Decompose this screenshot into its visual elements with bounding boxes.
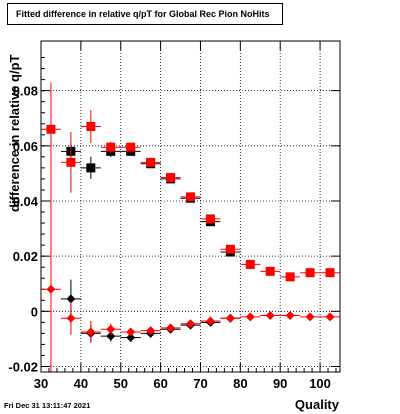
diamond-marker	[285, 310, 295, 320]
chart-title-box: Fitted difference in relative q/pT for G…	[7, 3, 283, 25]
data-point	[240, 312, 261, 322]
data-point	[80, 109, 101, 144]
data-point	[120, 333, 141, 343]
data-point	[80, 320, 101, 344]
diamond-marker	[126, 333, 136, 343]
data-point	[200, 316, 221, 326]
data-point	[100, 141, 121, 153]
data-point	[260, 310, 281, 320]
square-marker	[225, 244, 235, 254]
data-points	[41, 82, 340, 372]
y-tick-label: -0.02	[8, 359, 38, 374]
data-point	[240, 259, 261, 269]
chart-title: Fitted difference in relative q/pT for G…	[16, 9, 270, 19]
x-tick-label: 100	[309, 376, 331, 391]
data-point	[280, 272, 301, 282]
y-tick-label: 0.04	[13, 194, 39, 209]
x-tick-label: 40	[74, 376, 88, 391]
data-point	[120, 142, 141, 152]
diamond-marker	[86, 327, 96, 337]
plot-frame	[40, 40, 341, 373]
y-tick-label: 0.06	[13, 139, 38, 154]
diamond-marker	[46, 284, 56, 294]
square-marker	[325, 268, 335, 278]
data-point	[260, 266, 281, 276]
square-marker	[66, 157, 76, 167]
data-point	[320, 268, 340, 278]
diamond-marker	[325, 312, 335, 322]
data-point	[120, 327, 141, 337]
x-tick-label: 90	[273, 376, 287, 391]
square-marker	[305, 268, 315, 278]
x-tick-label: 60	[153, 376, 167, 391]
data-point	[300, 312, 321, 322]
grid	[41, 41, 340, 372]
data-point	[220, 244, 241, 254]
data-point	[280, 310, 301, 320]
data-point	[160, 173, 181, 183]
square-marker	[166, 173, 176, 183]
axis-ticks: 30 40 50 60 70 80 90 100 -0.02 0 0.02 0.04 0.06 0.08	[8, 41, 340, 391]
data-point	[80, 156, 101, 179]
square-marker	[265, 266, 275, 276]
y-tick-label: 0.08	[13, 84, 38, 99]
square-marker	[146, 157, 156, 167]
square-marker	[245, 259, 255, 269]
data-point	[300, 268, 321, 278]
square-marker	[86, 122, 96, 132]
diamond-marker	[245, 312, 255, 322]
diamond-marker	[106, 324, 116, 334]
diamond-marker	[66, 313, 76, 323]
square-marker	[106, 142, 116, 152]
diamond-marker	[166, 323, 176, 333]
y-tick-label: 0.02	[13, 249, 38, 264]
x-tick-label: 50	[113, 376, 127, 391]
y-tick-label: 0	[31, 304, 38, 319]
square-marker	[205, 214, 215, 224]
diamond-marker	[66, 294, 76, 304]
diamond-marker	[106, 331, 116, 341]
x-axis-label: Quality	[294, 397, 339, 412]
diamond-marker	[225, 313, 235, 323]
data-point	[160, 323, 181, 333]
square-marker	[126, 142, 136, 152]
diamond-marker	[265, 310, 275, 320]
data-point	[140, 326, 161, 336]
timestamp: Fri Dec 31 13:11:47 2021	[4, 401, 91, 410]
x-tick-label: 70	[193, 376, 207, 391]
data-point	[100, 323, 121, 335]
diamond-marker	[146, 326, 156, 336]
data-point	[220, 313, 241, 323]
data-point	[60, 132, 81, 193]
diamond-marker	[305, 312, 315, 322]
square-marker	[86, 163, 96, 173]
diamond-marker	[126, 327, 136, 337]
x-tick-label: 80	[233, 376, 247, 391]
data-point	[41, 82, 61, 372]
data-point	[140, 157, 161, 167]
square-marker	[285, 272, 295, 282]
data-point	[320, 312, 340, 322]
data-point	[180, 319, 201, 329]
data-point	[180, 192, 201, 202]
square-marker	[186, 192, 195, 202]
diamond-marker	[205, 316, 215, 326]
x-tick-label: 30	[34, 376, 48, 391]
y-axis-label: difference in relative q/pT	[7, 54, 22, 213]
data-point	[60, 301, 81, 335]
diamond-marker	[186, 319, 195, 329]
data-point	[200, 214, 221, 224]
